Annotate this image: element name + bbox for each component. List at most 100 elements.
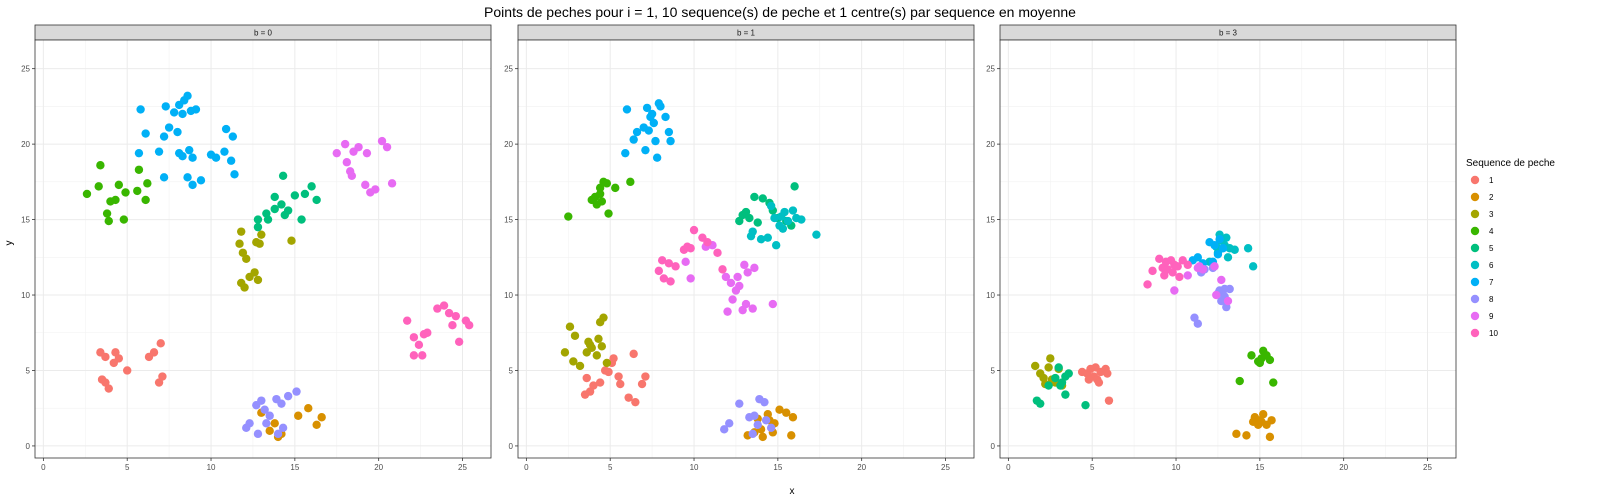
data-point xyxy=(211,153,221,162)
y-tick-label: 5 xyxy=(991,366,996,375)
series-1 xyxy=(96,339,167,393)
data-point xyxy=(753,420,762,430)
data-point xyxy=(782,408,791,417)
facet-panel-1: b = 1 0 5 10 15 20 25 0 5 10 15 20 25 xyxy=(504,24,975,472)
data-point xyxy=(377,136,387,146)
data-point xyxy=(1248,262,1258,271)
data-point xyxy=(1193,253,1203,262)
data-point xyxy=(661,112,670,122)
x-axis-title: x xyxy=(790,486,795,497)
data-point xyxy=(629,135,638,144)
data-point xyxy=(728,295,737,304)
data-point xyxy=(149,348,159,357)
data-point xyxy=(1243,244,1253,253)
series-9 xyxy=(332,136,397,197)
data-point xyxy=(340,139,350,149)
data-point xyxy=(611,183,620,193)
data-point xyxy=(1091,363,1100,372)
legend-key xyxy=(1470,175,1480,185)
data-point xyxy=(255,239,264,248)
data-point xyxy=(756,234,766,244)
data-point xyxy=(228,132,238,141)
data-point xyxy=(141,195,150,205)
data-point xyxy=(371,185,380,194)
data-point xyxy=(594,334,603,343)
legend-key xyxy=(1470,226,1480,236)
legend-entry-2: 2 xyxy=(1470,192,1494,202)
data-point xyxy=(624,393,633,402)
series-9 xyxy=(681,241,778,316)
data-point xyxy=(1210,241,1219,250)
data-point xyxy=(332,148,341,158)
legend-label: 2 xyxy=(1489,193,1494,202)
x-tick-label: 15 xyxy=(773,463,782,472)
data-point xyxy=(726,278,736,288)
data-point xyxy=(637,379,647,389)
data-point xyxy=(1168,268,1177,277)
data-point xyxy=(735,281,744,291)
data-point xyxy=(725,419,734,428)
data-point xyxy=(580,390,590,399)
data-point xyxy=(1046,354,1055,363)
data-point xyxy=(1210,262,1219,271)
data-point xyxy=(1242,431,1251,440)
data-point xyxy=(592,351,601,360)
data-point xyxy=(354,142,363,152)
data-point xyxy=(1265,432,1275,442)
data-point xyxy=(82,189,92,199)
data-point xyxy=(104,216,113,226)
y-tick-label: 25 xyxy=(986,65,995,74)
series-8 xyxy=(1190,263,1234,328)
y-tick-label: 5 xyxy=(26,366,31,375)
data-point xyxy=(621,148,630,158)
data-point xyxy=(609,354,618,363)
data-point xyxy=(758,194,767,203)
data-point xyxy=(270,192,279,202)
legend-label: 7 xyxy=(1489,278,1494,287)
data-point xyxy=(760,397,769,407)
x-tick-label: 5 xyxy=(608,463,613,472)
data-point xyxy=(183,173,192,182)
data-point xyxy=(723,307,732,316)
data-point xyxy=(659,274,669,283)
data-point xyxy=(307,182,316,191)
y-tick-label: 20 xyxy=(986,140,995,149)
data-point xyxy=(812,230,821,239)
data-point xyxy=(629,349,638,359)
data-point xyxy=(1175,272,1184,282)
data-point xyxy=(382,142,392,152)
y-tick-label: 10 xyxy=(986,291,995,300)
data-point xyxy=(631,397,640,407)
legend-entry-6: 6 xyxy=(1470,260,1494,270)
x-tick-label: 0 xyxy=(41,463,46,472)
data-point xyxy=(1183,260,1192,270)
data-point xyxy=(1064,369,1073,378)
data-point xyxy=(304,404,313,413)
data-point xyxy=(156,339,165,348)
data-point xyxy=(642,103,652,113)
data-point xyxy=(641,145,650,155)
data-point xyxy=(242,254,251,264)
data-point xyxy=(644,126,653,135)
data-point xyxy=(119,215,129,224)
legend-label: 1 xyxy=(1489,176,1494,185)
data-point xyxy=(1143,280,1152,289)
data-point xyxy=(154,378,164,387)
data-point xyxy=(681,257,690,267)
data-point xyxy=(283,391,293,401)
x-tick-label: 25 xyxy=(458,463,467,472)
legend-label: 6 xyxy=(1489,261,1494,270)
data-point xyxy=(721,272,731,282)
data-point xyxy=(96,161,105,170)
data-point xyxy=(1223,296,1233,306)
data-point xyxy=(433,304,442,313)
data-point xyxy=(169,108,179,117)
data-point xyxy=(317,413,326,422)
data-point xyxy=(191,105,201,114)
series-7 xyxy=(134,91,239,190)
data-point xyxy=(602,358,612,368)
data-point xyxy=(1265,355,1275,365)
x-tick-label: 10 xyxy=(1172,463,1181,472)
legend-entry-9: 9 xyxy=(1470,311,1494,321)
